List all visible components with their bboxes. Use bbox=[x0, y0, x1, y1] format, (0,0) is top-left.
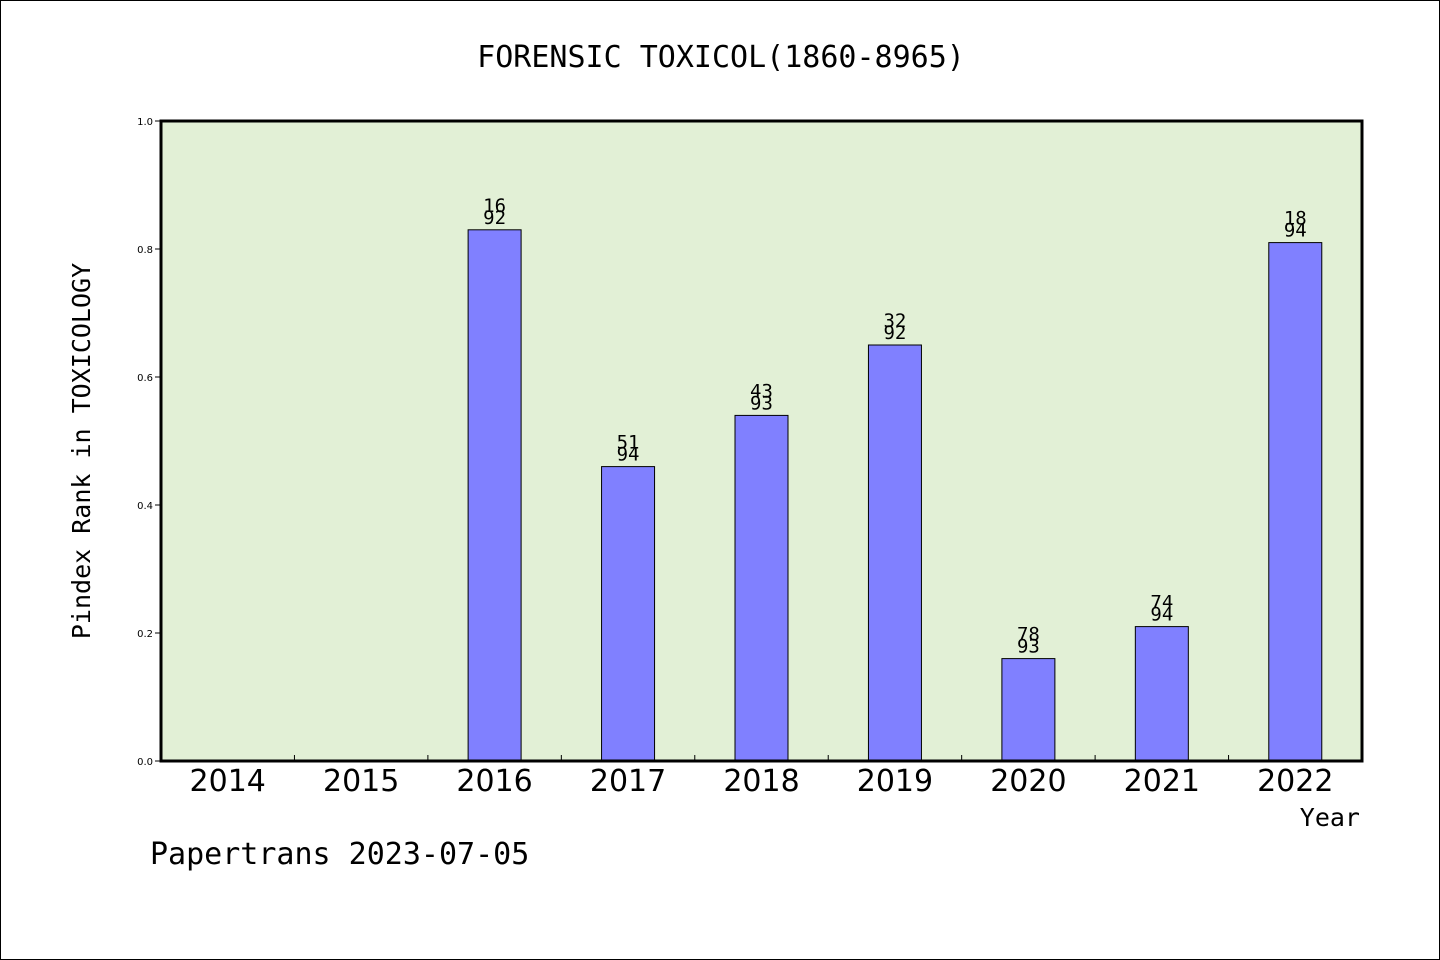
bar bbox=[734, 414, 789, 762]
x-axis-label: Year bbox=[1300, 803, 1360, 832]
x-tick-label: 2020 bbox=[990, 764, 1066, 799]
x-tick-label: 2017 bbox=[590, 764, 666, 799]
bar bbox=[1268, 242, 1323, 762]
bar-data-label: 51 94 bbox=[617, 432, 640, 466]
x-tick-label: 2019 bbox=[857, 764, 933, 799]
bar-data-label: 78 93 bbox=[1017, 624, 1040, 658]
bar bbox=[867, 344, 922, 762]
y-tick-label: 0.0 bbox=[137, 757, 153, 768]
bar bbox=[1134, 626, 1189, 762]
y-tick-label: 0.4 bbox=[137, 501, 153, 512]
y-tick-label: 0.2 bbox=[137, 629, 153, 640]
bar-data-label: 74 94 bbox=[1150, 592, 1173, 626]
y-axis: 0.0 0.2 0.4 0.6 0.8 1.0 bbox=[137, 117, 161, 768]
bar-data-label: 16 92 bbox=[483, 195, 506, 229]
bar-data-label: 43 93 bbox=[750, 380, 773, 414]
x-tick-label: 2018 bbox=[723, 764, 799, 799]
bar bbox=[467, 229, 522, 762]
x-axis: 2014 2015 2016 2017 2018 2019 2020 2021 2022 bbox=[190, 755, 1333, 799]
x-tick-label: 2016 bbox=[456, 764, 532, 799]
bar bbox=[1001, 658, 1056, 762]
y-tick-label: 1.0 bbox=[137, 117, 153, 128]
watermark-text: Papertrans 2023-07-05 bbox=[150, 837, 529, 872]
bar-data-label: 32 92 bbox=[883, 310, 906, 344]
bars-layer bbox=[467, 229, 1323, 762]
y-tick-label: 0.6 bbox=[137, 373, 153, 384]
chart-title: FORENSIC TOXICOL(1860-8965) bbox=[477, 40, 965, 75]
plot-frame bbox=[159, 119, 1364, 763]
y-tick-label: 0.8 bbox=[137, 245, 153, 256]
x-tick-label: 2015 bbox=[323, 764, 399, 799]
x-tick-label: 2014 bbox=[190, 764, 266, 799]
bar-data-label: 18 94 bbox=[1284, 208, 1307, 242]
bar-labels-layer: 16 92 51 94 43 93 32 92 78 93 74 94 18 94 bbox=[483, 195, 1307, 658]
x-tick-label: 2021 bbox=[1124, 764, 1200, 799]
y-axis-label: Pindex Rank in TOXICOLOGY bbox=[67, 263, 96, 639]
bar bbox=[601, 466, 656, 762]
x-tick-label: 2022 bbox=[1257, 764, 1333, 799]
